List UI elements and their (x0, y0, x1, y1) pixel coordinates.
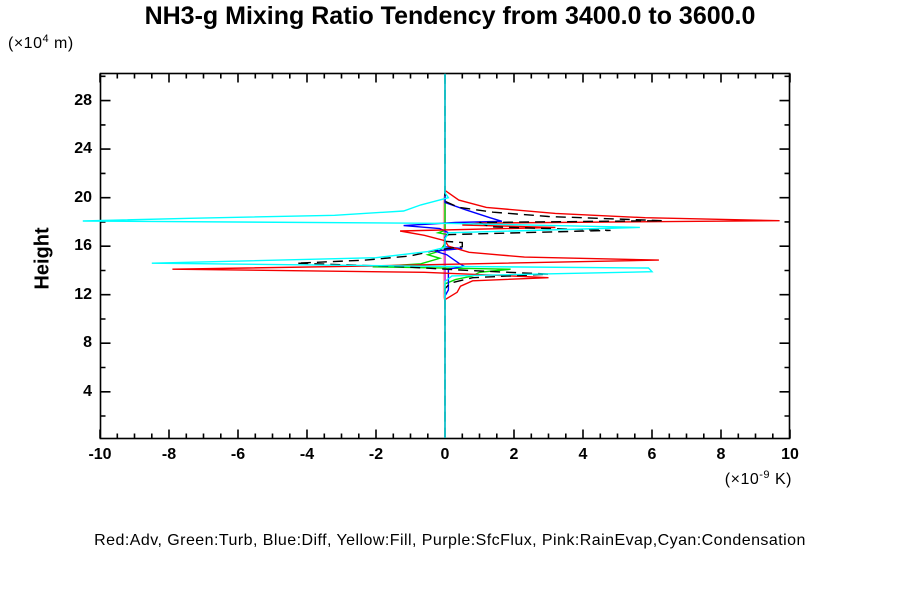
x-tick-label: 0 (440, 446, 450, 463)
y-tick-label: 24 (74, 140, 92, 158)
legend-text: Red:Adv, Green:Turb, Blue:Diff, Yellow:F… (94, 532, 806, 549)
x-tick-label: 8 (716, 446, 726, 463)
x-tick-label: -4 (299, 446, 315, 463)
y-tick-label: 12 (74, 285, 92, 303)
y-tick-label: 28 (74, 91, 92, 109)
chart-title: NH3-g Mixing Ratio Tendency from 3400.0 … (144, 2, 756, 30)
x-tick-label: -2 (368, 446, 384, 463)
series-black-dashed (296, 73, 663, 438)
series-diff (403, 73, 503, 438)
x-axis-unit: (×10-9 K) (724, 469, 792, 488)
y-tick-label: 16 (74, 237, 92, 255)
x-tick-label: -10 (88, 446, 112, 463)
x-tick-label: 4 (578, 446, 588, 463)
x-tick-label: 10 (781, 446, 799, 463)
axis-ticks (99, 73, 791, 439)
series-turb (372, 73, 511, 438)
series-condensation (82, 73, 654, 438)
y-axis-title: Height (31, 227, 54, 290)
y-axis-unit: (×104 m) (8, 33, 74, 52)
x-tick-label: 2 (509, 446, 519, 463)
x-tick-label: -8 (161, 446, 177, 463)
x-tick-label: 6 (647, 446, 657, 463)
series-adv (172, 73, 780, 438)
y-tick-label: 20 (74, 188, 92, 206)
y-tick-label: 8 (83, 334, 92, 352)
y-tick-label: 4 (83, 382, 92, 400)
x-tick-label: -6 (230, 446, 246, 463)
